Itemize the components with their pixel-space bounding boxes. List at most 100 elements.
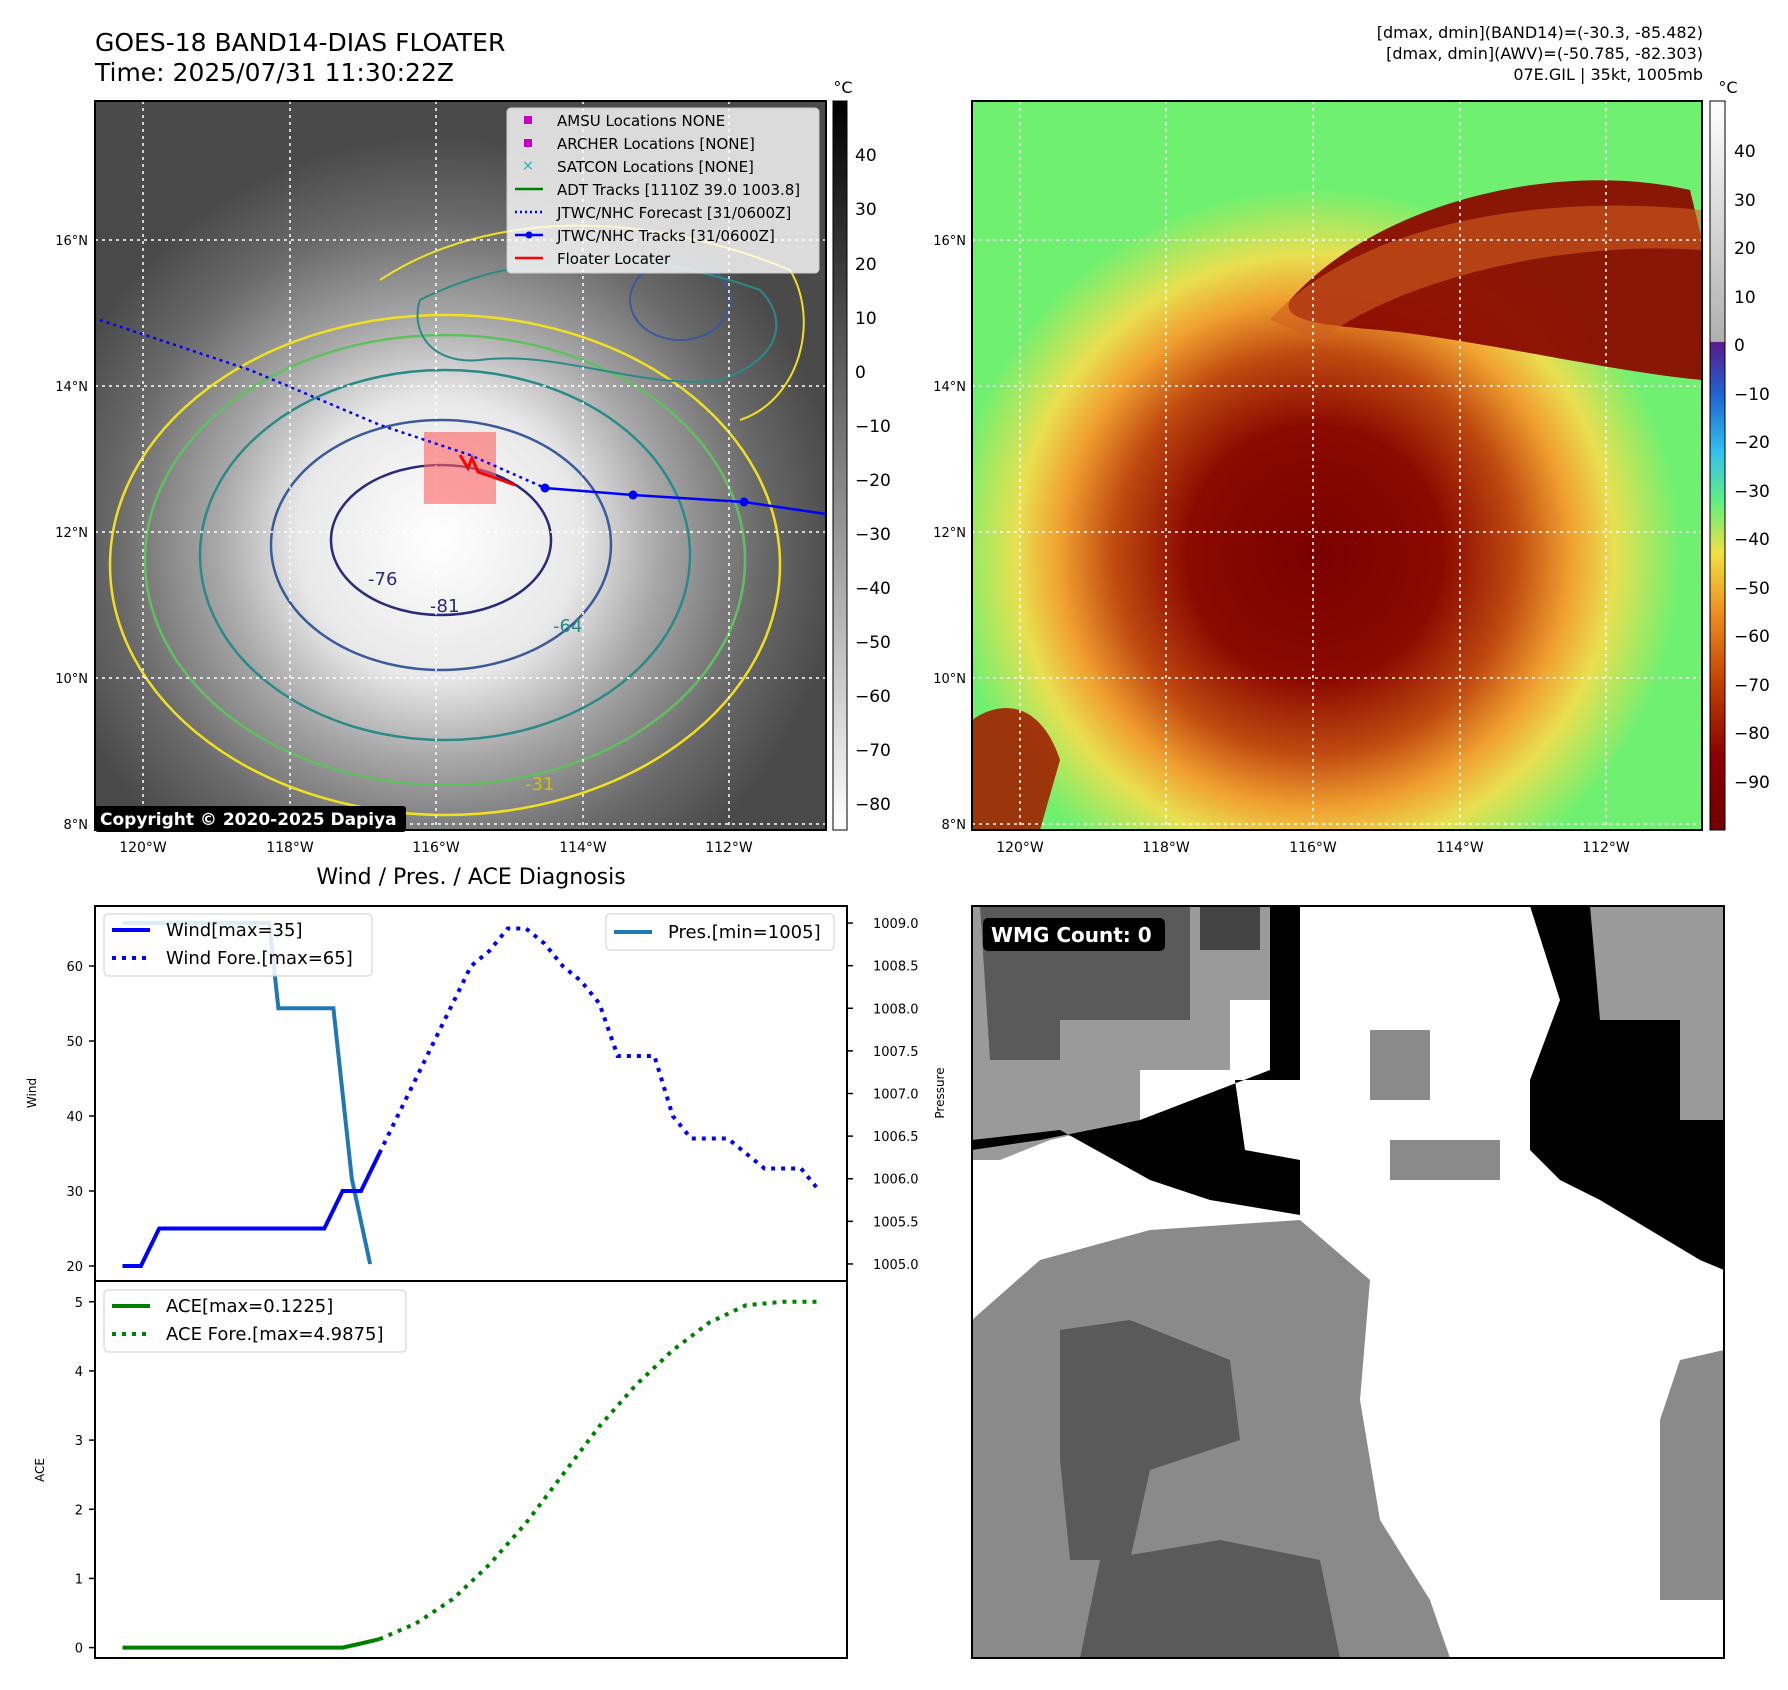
awv-colorbar: °C 40 30 20 10 0 −10 −20 −30 −40 −50 −60…: [1709, 78, 1770, 831]
stats-storm: 07E.GIL | 35kt, 1005mb: [1513, 65, 1703, 84]
track-point: [540, 483, 550, 493]
ir-map-lat-labels: 16°N 14°N 12°N 10°N 8°N: [55, 234, 88, 833]
awv-colorbar-tick: 30: [1734, 191, 1756, 211]
tracks-legend-dot: [525, 231, 533, 239]
pressure-axis-label: Pressure: [933, 1067, 947, 1118]
ace-tick-label: 2: [75, 1503, 83, 1518]
awv-colorbar-tick: 20: [1734, 239, 1756, 259]
ir-colorbar-tick: −60: [855, 687, 891, 707]
lon-label: 112°W: [1582, 840, 1630, 856]
awv-map-panel: [971, 100, 1703, 831]
legend-amsu: AMSU Locations NONE: [557, 112, 725, 130]
legend-adt: ADT Tracks [1110Z 39.0 1003.8]: [557, 181, 800, 199]
awv-colorbar-tick: −60: [1734, 627, 1770, 647]
ace-series-line: [122, 1637, 380, 1650]
legend-pressure: Pres.[min=1005]: [668, 922, 821, 943]
wmg-black-region: [972, 906, 1300, 1215]
ir-colorbar: °C 40 30 20 10 0 −10 −20 −30 −40 −50 −60…: [832, 78, 891, 831]
contour-label-64: -64: [553, 616, 582, 637]
stats-band14: [dmax, dmin](BAND14)=(-30.3, -85.482): [1377, 23, 1703, 42]
amsu-legend-marker: [524, 116, 532, 124]
track-point: [739, 497, 749, 507]
ir-colorbar-tick: −50: [855, 633, 891, 653]
lon-label: 116°W: [412, 840, 460, 856]
lon-label: 120°W: [996, 840, 1044, 856]
ir-map-legend: × AMSU Locations NONE ARCHER Locations […: [506, 107, 820, 274]
ir-colorbar-tick: −40: [855, 579, 891, 599]
pressure-tick-label: 1007.5: [873, 1045, 919, 1060]
pressure-tick-label: 1008.0: [873, 1002, 919, 1017]
ace-tick-label: 5: [75, 1296, 83, 1311]
pressure-legend: Pres.[min=1005]: [605, 913, 835, 951]
track-point: [628, 490, 638, 500]
legend-forecast: JTWC/NHC Forecast [31/0600Z]: [556, 204, 791, 222]
legend-satcon: SATCON Locations [NONE]: [557, 158, 754, 176]
wmg-count-badge: [983, 918, 1165, 951]
pressure-tick-label: 1008.5: [873, 960, 919, 975]
awv-colorbar-tick: −20: [1734, 433, 1770, 453]
legend-ace: ACE[max=0.1225]: [166, 1296, 333, 1317]
awv-map-lon-labels: 120°W 118°W 116°W 114°W 112°W: [996, 840, 1630, 856]
floater-locater-track: [458, 454, 516, 487]
awv-colorbar-tick: −90: [1734, 773, 1770, 793]
wind-tick-label: 20: [66, 1260, 83, 1275]
contour-label-81: -81: [430, 596, 459, 617]
lat-label: 16°N: [55, 234, 88, 249]
forecast-track: [99, 318, 546, 490]
ir-colorbar-tick: 40: [855, 146, 877, 166]
ir-colorbar-tick: 20: [855, 255, 877, 275]
wind-series-line: [122, 1152, 382, 1268]
ir-colorbar-tick: −70: [855, 741, 891, 761]
contour-label-76: -76: [368, 569, 397, 590]
ir-colorbar-tick: −20: [855, 471, 891, 491]
lat-label: 14°N: [55, 380, 88, 395]
legend-ace-forecast: ACE Fore.[max=4.9875]: [166, 1324, 384, 1345]
ir-colorbar-tick: −80: [855, 795, 891, 815]
awv-colorbar-tick: −50: [1734, 579, 1770, 599]
ace-tick-label: 1: [75, 1572, 83, 1587]
wmg-count-label: WMG Count: 0: [991, 923, 1152, 947]
wmg-panel: WMG Count: 0: [971, 905, 1725, 1659]
ir-colorbar-tick: −10: [855, 417, 891, 437]
lat-label: 8°N: [942, 818, 967, 833]
pressure-tick-label: 1005.0: [873, 1258, 919, 1273]
best-track: [544, 486, 827, 516]
legend-floater: Floater Locater: [557, 250, 671, 268]
lat-label: 12°N: [933, 526, 966, 541]
awv-colorbar-tick: 10: [1734, 288, 1756, 308]
contour-label-31: -31: [525, 774, 554, 795]
lat-label: 8°N: [64, 818, 89, 833]
wmg-gray-region-east: [1590, 906, 1724, 1120]
awv-colorbar-tick: −30: [1734, 482, 1770, 502]
pressure-tick-label: 1009.0: [873, 917, 919, 932]
pressure-tick-label: 1006.0: [873, 1173, 919, 1188]
lon-label: 118°W: [266, 840, 314, 856]
ace-tick-label: 3: [75, 1434, 83, 1449]
legend-wind-forecast: Wind Fore.[max=65]: [166, 948, 353, 969]
ace-forecast-series-line: [378, 1299, 820, 1642]
wind-legend: Wind[max=35] Wind Fore.[max=65]: [103, 913, 373, 977]
lat-label: 16°N: [933, 234, 966, 249]
lat-label: 12°N: [55, 526, 88, 541]
ace-tick-label: 0: [75, 1642, 83, 1657]
archer-legend-marker: [524, 139, 532, 147]
wind-tick-label: 30: [66, 1185, 83, 1200]
wind-tick-label: 40: [66, 1110, 83, 1125]
lat-label: 10°N: [933, 672, 966, 687]
ace-legend: ACE[max=0.1225] ACE Fore.[max=4.9875]: [103, 1289, 407, 1353]
ir-map-lon-labels: 120°W 118°W 116°W 114°W 112°W: [119, 840, 753, 856]
contour-76: [269, 418, 613, 672]
copyright-text: Copyright © 2020-2025 Dapiya: [100, 810, 397, 830]
ir-colorbar-unit: °C: [833, 78, 852, 97]
awv-southwest-cloud: [972, 708, 1060, 830]
wind-tick-label: 60: [66, 960, 83, 975]
ir-colorbar-tick: 0: [855, 363, 866, 383]
figure-time: Time: 2025/07/31 11:30:22Z: [94, 58, 454, 87]
copyright-box: [95, 806, 406, 832]
lon-label: 120°W: [119, 840, 167, 856]
ir-map-panel: -76 -81 -64 -31 ×: [94, 100, 827, 832]
stats-awv: [dmax, dmin](AWV)=(-50.785, -82.303): [1386, 44, 1703, 63]
contour-51: [143, 333, 747, 787]
lon-label: 118°W: [1142, 840, 1190, 856]
